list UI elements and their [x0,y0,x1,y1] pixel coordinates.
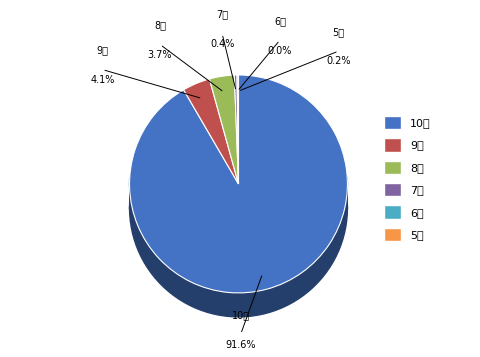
Text: 0.4%: 0.4% [210,39,234,49]
Wedge shape [237,75,239,184]
Text: 91.6%: 91.6% [226,340,256,350]
Text: 10点: 10点 [232,310,250,320]
Wedge shape [237,75,239,184]
Text: 8点: 8点 [154,20,166,30]
Text: 9点: 9点 [96,45,108,55]
Wedge shape [209,75,239,184]
Wedge shape [234,75,239,184]
Text: 7点: 7点 [216,9,228,19]
Polygon shape [130,177,348,317]
Text: 0.0%: 0.0% [268,46,292,56]
Text: 0.2%: 0.2% [326,56,351,66]
Legend: 10点, 9点, 8点, 7点, 6点, 5点: 10点, 9点, 8点, 7点, 6点, 5点 [380,111,435,246]
Text: 3.7%: 3.7% [148,50,172,60]
Text: 5点: 5点 [333,27,345,37]
Text: 6点: 6点 [274,16,286,26]
Ellipse shape [130,170,348,246]
Text: 4.1%: 4.1% [90,75,114,85]
Wedge shape [184,79,239,184]
Wedge shape [130,75,348,293]
